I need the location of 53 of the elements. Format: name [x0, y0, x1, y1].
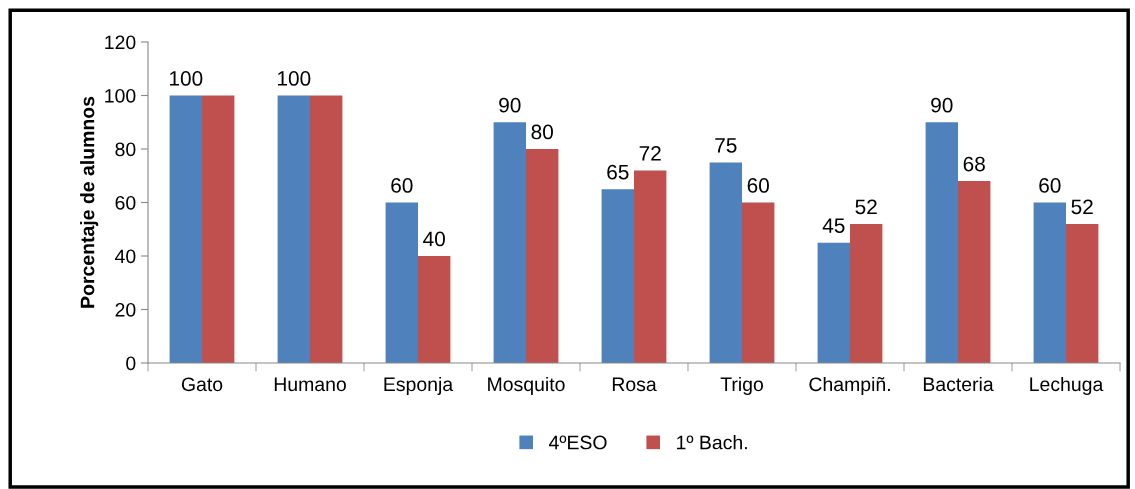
bar	[709, 162, 742, 363]
legend-label: 1º Bach.	[677, 435, 747, 450]
x-tick-label: Mosquito	[488, 376, 565, 396]
bar	[601, 189, 634, 363]
data-label: 45	[822, 218, 845, 233]
x-tick-label: Trigo	[720, 376, 763, 396]
bar	[493, 122, 526, 363]
data-label: 75	[715, 138, 737, 153]
bar	[634, 170, 667, 363]
bar	[418, 256, 451, 363]
bar	[202, 95, 235, 363]
y-tick-label: 100	[105, 88, 136, 103]
data-label: 90	[499, 97, 521, 113]
bar	[1066, 223, 1099, 363]
x-tick-label: Gato	[181, 377, 223, 392]
y-tick-label: 80	[115, 142, 136, 157]
x-tick-label: Rosa	[612, 377, 657, 392]
data-label: 65	[607, 164, 629, 180]
bar	[958, 181, 991, 363]
x-tick-label: Lechuga	[1030, 376, 1104, 396]
data-label: 90	[931, 97, 953, 113]
x-tick-label: Champiñ.	[809, 376, 890, 396]
data-label: 40	[423, 231, 445, 247]
data-label: 68	[963, 156, 985, 172]
bar	[925, 122, 958, 363]
data-label: 60	[391, 178, 413, 193]
bar	[742, 202, 775, 363]
data-label: 100	[278, 71, 311, 86]
bar	[277, 95, 310, 363]
y-axis-title: Porcentaje de alumnos	[80, 96, 99, 308]
y-tick-label: 0	[126, 356, 136, 371]
data-label: 80	[531, 124, 553, 140]
y-tick-label: 40	[115, 249, 136, 264]
data-label: 100	[170, 71, 203, 86]
bar	[310, 95, 343, 363]
data-label: 52	[1071, 199, 1093, 215]
bar	[817, 242, 850, 363]
bar	[1033, 202, 1066, 363]
bar	[169, 95, 202, 363]
y-tick-label: 120	[105, 35, 136, 50]
data-label: 60	[1039, 178, 1061, 193]
x-tick-label: Bacteria	[923, 376, 994, 392]
x-tick-label: Humano	[274, 377, 346, 392]
data-label: 52	[855, 199, 877, 215]
legend-label: 4ºESO	[548, 435, 607, 450]
x-tick-label: Esponja	[384, 376, 454, 396]
bar	[526, 149, 559, 363]
y-tick-label: 60	[115, 195, 136, 210]
y-tick-label: 20	[115, 302, 136, 317]
bar	[850, 223, 883, 363]
data-label: 72	[639, 145, 661, 161]
data-label: 60	[747, 178, 769, 193]
bar	[385, 202, 418, 363]
